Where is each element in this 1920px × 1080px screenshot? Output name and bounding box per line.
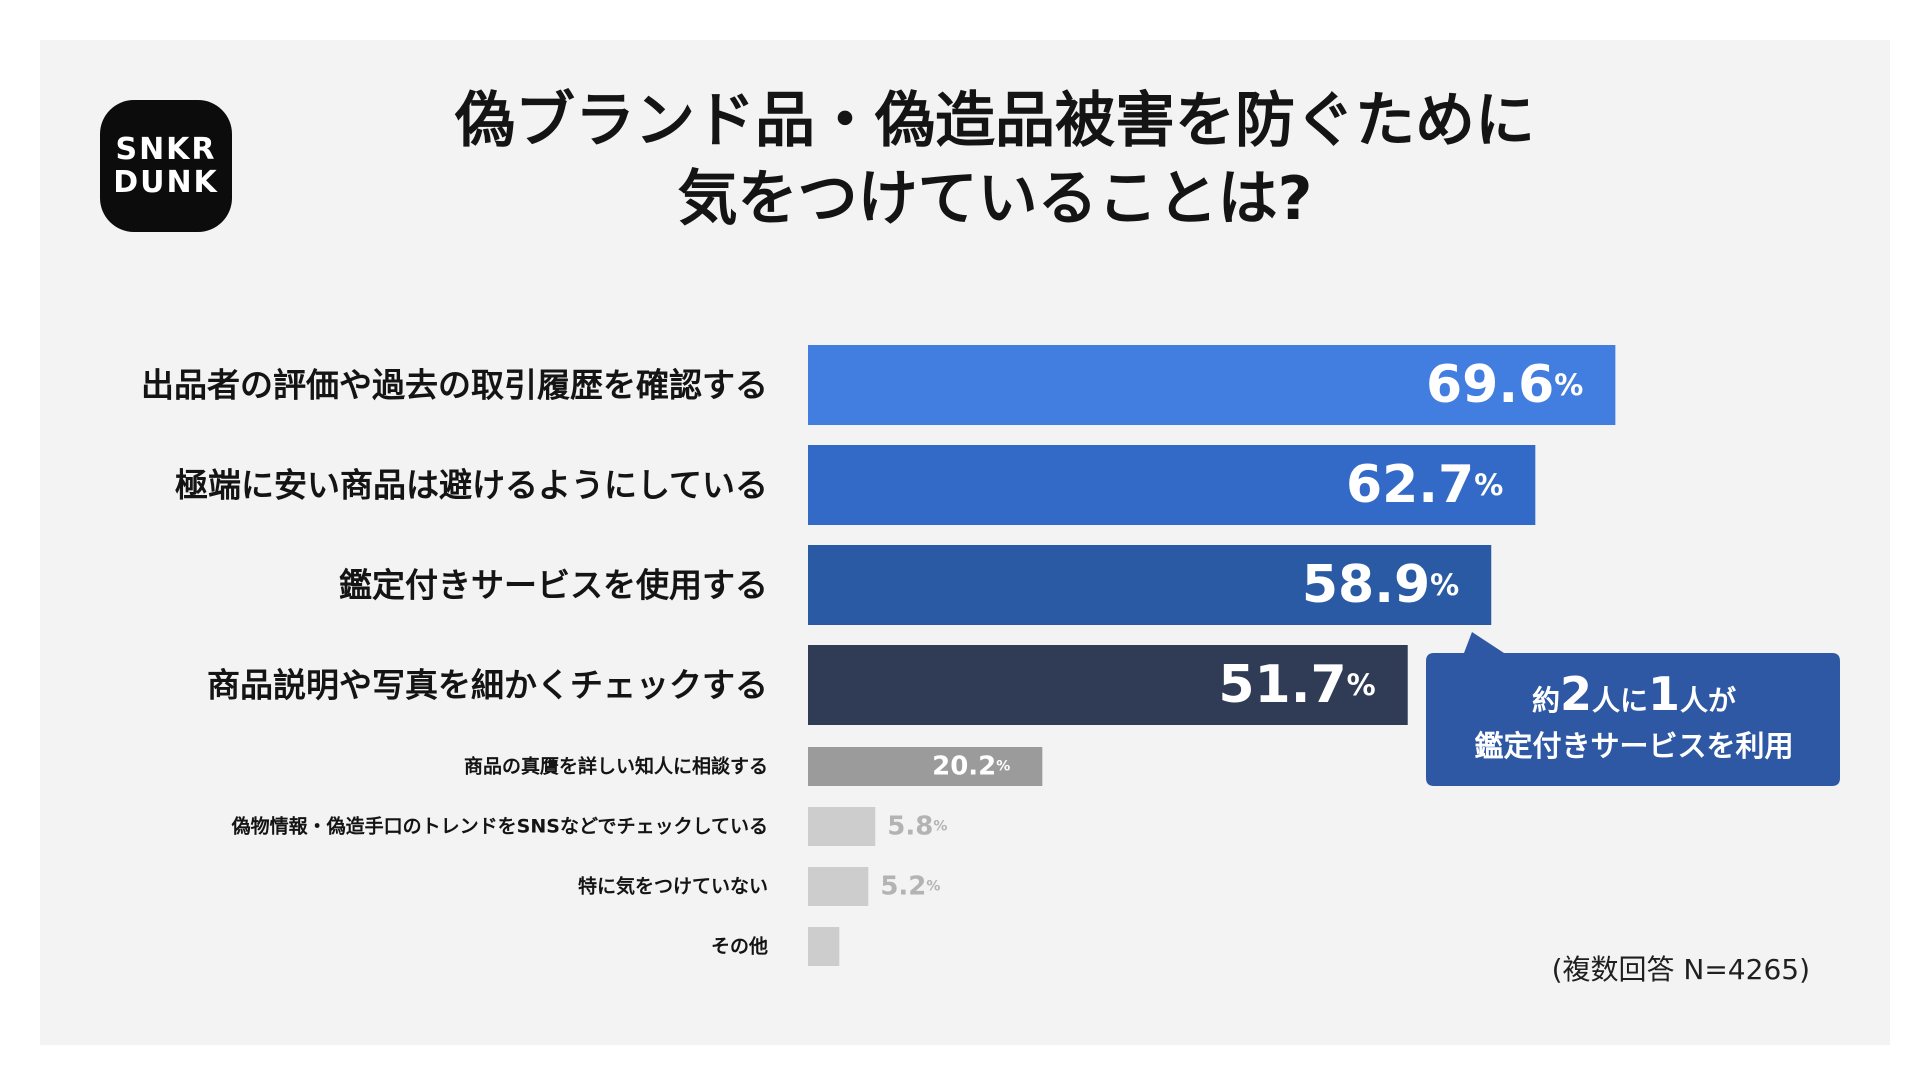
category-label: 出品者の評価や過去の取引履歴を確認する [141,366,768,405]
value-unit: % [1474,468,1503,502]
callout-number-1: 2 [1559,667,1592,721]
category-label: その他 [711,935,768,958]
value-unit: % [1347,668,1376,702]
category-label: 商品の真贋を詳しい知人に相談する [464,755,768,778]
bar [808,747,1043,786]
bar [808,867,869,906]
category-label: 特に気をつけていない [578,875,768,898]
chart-title: 偽ブランド品・偽造品被害を防ぐために 気をつけていることは? [330,82,1660,238]
chart-panel [40,40,1890,1045]
category-label: 極端に安い商品は避けるようにしている [175,466,768,505]
category-label: 鑑定付きサービスを使用する [339,566,768,605]
bar [808,927,840,966]
value-unit: % [1554,368,1583,402]
callout-number-2: 1 [1648,667,1681,721]
callout-prefix: 約 [1531,684,1560,717]
callout-line-2: 鑑定付きサービスを利用 [1474,729,1794,763]
chart-title-line-2: 気をつけていることは? [677,164,1313,234]
value-label: 5.2% [880,872,940,902]
bar [808,807,876,846]
value-unit: % [996,759,1010,775]
snkrdunk-logo: SNKR DUNK [100,100,232,232]
category-label: 偽物情報・偽造手口のトレンドをSNSなどでチェックしている [231,815,768,838]
callout-suffix: 人が [1680,684,1737,717]
bar [808,645,1408,725]
bar [808,545,1492,625]
value-label: 5.8% [887,812,947,842]
callout-bubble [1426,632,1840,786]
logo-line-1: SNKR [115,132,217,167]
bar [808,345,1616,425]
callout-text: 約2人に1人が 鑑定付きサービスを利用 [1428,670,1840,767]
callout-line-1: 約2人に1人が [1428,670,1840,725]
sample-note: (複数回答 N=4265) [1551,953,1810,986]
value-unit: % [933,819,947,835]
bar [808,445,1536,525]
value-unit: % [926,879,940,895]
logo-line-2: DUNK [113,165,219,200]
callout-mid: 人に [1591,684,1648,717]
chart-title-line-1: 偽ブランド品・偽造品被害を防ぐために [455,86,1535,156]
category-label: 商品説明や写真を細かくチェックする [207,666,768,705]
value-unit: % [1430,568,1459,602]
